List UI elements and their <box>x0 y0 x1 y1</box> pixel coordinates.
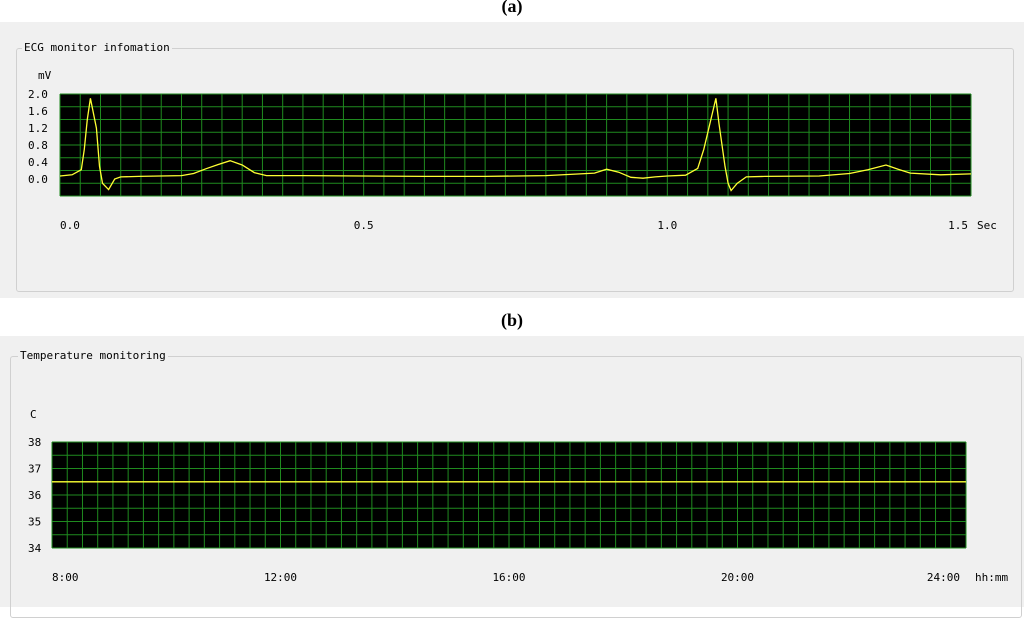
panel-b-letter: (b) <box>501 310 523 330</box>
ecg-chart: 2.0 1.6 1.2 0.8 0.4 0.0 0.0 0.5 1.0 1.5 mV Sec <box>28 69 997 232</box>
y-tick-label: 0.4 <box>28 156 48 169</box>
x-axis-label: Sec <box>977 219 997 232</box>
y-axis-label: C <box>30 408 37 421</box>
y-tick-label: 38 <box>28 436 41 449</box>
x-tick-label: 12:00 <box>264 571 297 584</box>
temperature-chart: 38 37 36 35 34 8:00 12:00 16:00 20:00 24:00 Chh:mm <box>28 408 1008 584</box>
x-tick-label: 0.0 <box>60 219 80 232</box>
y-tick-label: 2.0 <box>28 88 48 101</box>
y-tick-label: 1.6 <box>28 105 48 118</box>
x-tick-label: 0.5 <box>354 219 374 232</box>
x-tick-label: 24:00 <box>927 571 960 584</box>
panel-a-letter: (a) <box>501 0 523 16</box>
x-tick-label: 20:00 <box>721 571 754 584</box>
y-tick-label: 1.2 <box>28 122 48 135</box>
y-axis-label: mV <box>38 69 52 82</box>
y-tick-label: 36 <box>28 489 41 502</box>
temperature-panel: Temperature monitoring 38 37 36 35 34 8:00 12:… <box>0 336 1024 618</box>
temperature-groupbox-title: Temperature monitoring <box>18 349 168 362</box>
y-tick-label: 0.0 <box>28 173 48 186</box>
x-tick-label: 8:00 <box>52 571 79 584</box>
x-axis-label: hh:mm <box>975 571 1008 584</box>
y-tick-label: 34 <box>28 542 42 555</box>
ecg-groupbox <box>16 48 1014 292</box>
y-tick-label: 37 <box>28 463 41 476</box>
ecg-panel: ECG monitor infomation 2.0 1.6 1.2 0.8 0.4 0.… <box>0 22 1024 298</box>
ecg-groupbox-title: ECG monitor infomation <box>22 41 172 54</box>
series-line <box>59 98 972 192</box>
y-tick-label: 35 <box>28 516 41 529</box>
x-tick-label: 1.5 <box>948 219 968 232</box>
x-tick-label: 1.0 <box>657 219 677 232</box>
x-tick-label: 16:00 <box>492 571 525 584</box>
y-tick-label: 0.8 <box>28 139 48 152</box>
